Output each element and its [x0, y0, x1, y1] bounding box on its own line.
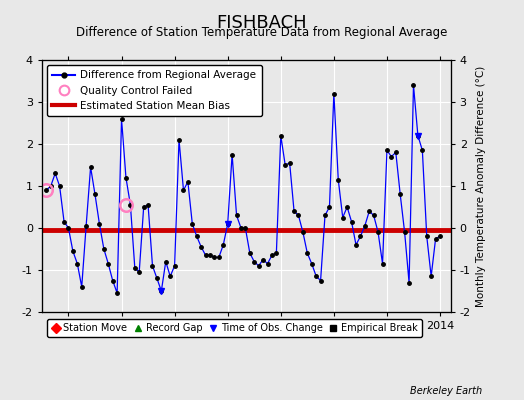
Text: Berkeley Earth: Berkeley Earth: [410, 386, 482, 396]
Legend: Station Move, Record Gap, Time of Obs. Change, Empirical Break: Station Move, Record Gap, Time of Obs. C…: [47, 319, 422, 337]
Text: Difference of Station Temperature Data from Regional Average: Difference of Station Temperature Data f…: [77, 26, 447, 39]
Y-axis label: Monthly Temperature Anomaly Difference (°C): Monthly Temperature Anomaly Difference (…: [476, 65, 486, 307]
Text: FISHBACH: FISHBACH: [217, 14, 307, 32]
